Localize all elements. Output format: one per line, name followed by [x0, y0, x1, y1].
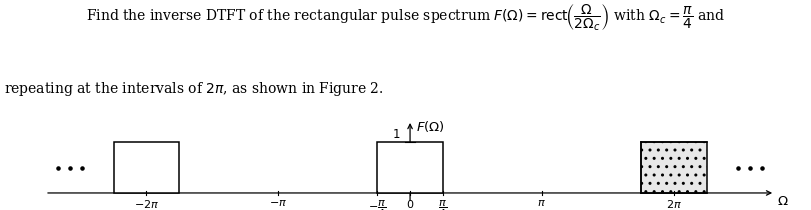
- Text: $-2\pi$: $-2\pi$: [134, 198, 159, 210]
- Bar: [376, 142, 443, 193]
- Bar: [640, 142, 706, 193]
- Bar: [114, 142, 179, 193]
- Text: $\dfrac{\pi}{4}$: $\dfrac{\pi}{4}$: [438, 198, 447, 210]
- Text: $F(\Omega)$: $F(\Omega)$: [416, 118, 444, 134]
- Text: $-\dfrac{\pi}{4}$: $-\dfrac{\pi}{4}$: [367, 198, 386, 210]
- Text: $\Omega$: $\Omega$: [776, 195, 787, 208]
- Text: $0$: $0$: [406, 198, 414, 210]
- Text: $1$: $1$: [392, 128, 401, 141]
- Text: $-\pi$: $-\pi$: [268, 198, 287, 208]
- Text: repeating at the intervals of $2\pi$, as shown in Figure 2.: repeating at the intervals of $2\pi$, as…: [4, 80, 384, 98]
- Text: $\pi$: $\pi$: [537, 198, 546, 208]
- Text: $2\pi$: $2\pi$: [665, 198, 680, 210]
- Text: Find the inverse DTFT of the rectangular pulse spectrum $F(\Omega) = \mathrm{rec: Find the inverse DTFT of the rectangular…: [86, 2, 725, 33]
